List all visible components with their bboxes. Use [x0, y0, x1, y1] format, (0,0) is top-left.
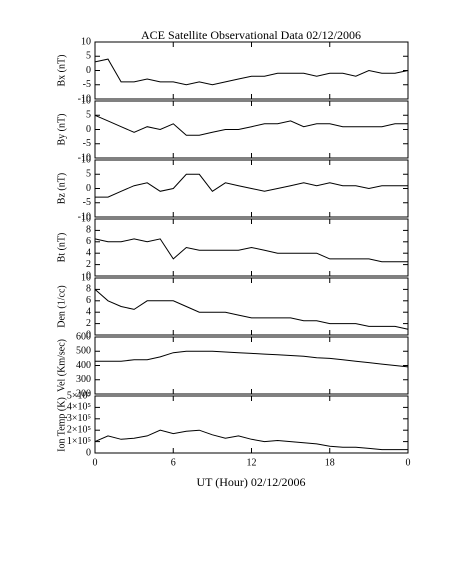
y-tick-label: -5	[83, 79, 91, 90]
y-tick-label: 4×10⁵	[67, 402, 91, 413]
x-tick-label: 12	[247, 457, 257, 468]
y-tick-label: 6	[86, 236, 91, 247]
y-tick-label: 5	[86, 110, 91, 121]
x-tick-label: 0	[406, 457, 411, 468]
y-axis-label: Vel (Km/sec)	[56, 339, 67, 392]
y-tick-label: 6	[86, 295, 91, 306]
y-tick-label: 2×10⁵	[67, 424, 91, 435]
data-line	[94, 58, 409, 86]
chart-title: ACE Satellite Observational Data 02/12/2…	[141, 28, 361, 42]
y-tick-label: 4	[86, 306, 91, 317]
x-tick-label: 18	[325, 457, 335, 468]
y-tick-label: 200	[76, 388, 91, 399]
y-tick-label: 0	[86, 447, 91, 458]
y-tick-label: 300	[76, 374, 91, 385]
y-tick-label: 0	[86, 270, 91, 281]
y-tick-label: 5	[86, 169, 91, 180]
y-tick-label: 2	[86, 318, 91, 329]
data-line	[94, 289, 409, 330]
y-tick-label: 5×10⁵	[67, 390, 91, 401]
y-tick-label: -5	[83, 197, 91, 208]
y-tick-label: 10	[81, 95, 91, 106]
data-line	[94, 238, 408, 263]
y-tick-label: 8	[86, 284, 91, 295]
x-tick-label: 0	[93, 457, 98, 468]
y-tick-label: -5	[83, 138, 91, 149]
y-axis-label: Bt (nT)	[56, 233, 67, 263]
x-tick-label: 6	[171, 457, 176, 468]
y-axis-label: Bx (nT)	[56, 55, 67, 87]
y-tick-label: 5	[86, 51, 91, 62]
y-tick-label: 0	[86, 65, 91, 76]
y-tick-label: 4	[86, 247, 91, 258]
y-tick-label: 600	[76, 331, 91, 342]
x-axis-label: UT (Hour) 02/12/2006	[196, 475, 305, 489]
y-tick-label: 400	[76, 360, 91, 371]
y-axis-label: By (nT)	[56, 114, 67, 146]
y-tick-label: 3×10⁵	[67, 413, 91, 424]
data-line	[95, 173, 408, 198]
y-tick-label: -10	[78, 211, 91, 222]
y-tick-label: 8	[86, 225, 91, 236]
data-line	[94, 114, 408, 136]
y-axis-label: Den (1/cc)	[56, 285, 67, 327]
y-tick-label: 2	[86, 259, 91, 270]
y-tick-label: 0	[86, 329, 91, 340]
y-tick-label: 10	[81, 154, 91, 165]
y-tick-label: 0	[86, 124, 91, 135]
y-tick-label: 500	[76, 346, 91, 357]
y-tick-label: 0	[86, 183, 91, 194]
y-tick-label: -10	[78, 93, 91, 104]
y-tick-label: 10	[81, 213, 91, 224]
y-axis-label: Bz (nT)	[56, 173, 67, 204]
y-axis-label: Ion Temp (K)	[56, 397, 67, 452]
data-line	[94, 429, 408, 451]
data-line	[95, 350, 409, 368]
y-tick-label: 10	[81, 36, 91, 47]
y-tick-label: -10	[78, 152, 91, 163]
y-tick-label: 1×10⁵	[67, 436, 91, 447]
y-tick-label: 10	[81, 272, 91, 283]
